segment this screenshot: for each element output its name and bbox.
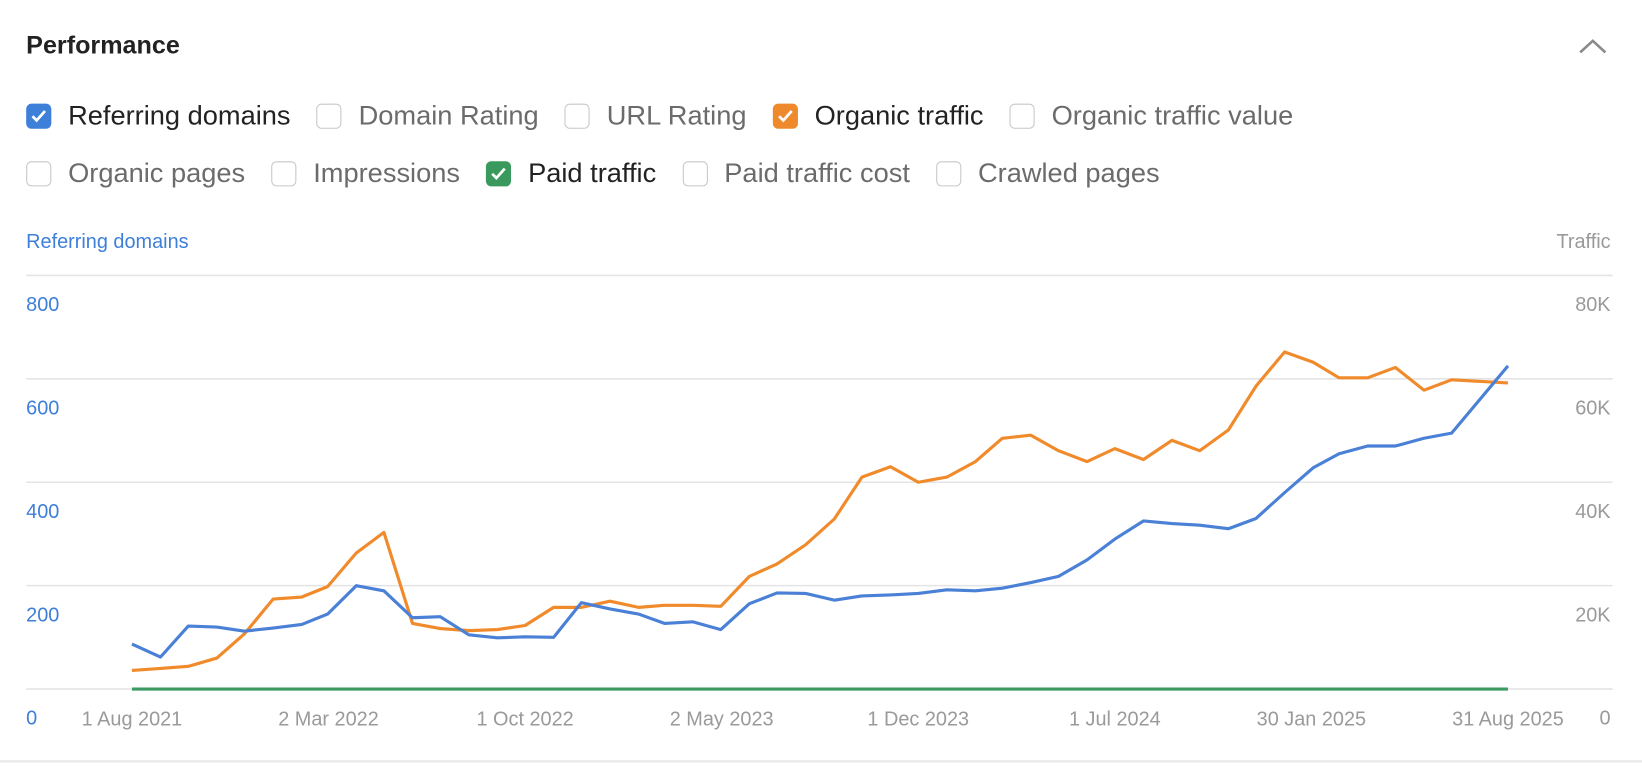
x-tick-label: 1 Dec 2023 xyxy=(867,709,969,731)
divider xyxy=(0,760,1642,763)
metric-toggle[interactable]: Organic traffic value xyxy=(1009,99,1294,131)
check-icon xyxy=(778,109,793,122)
metric-toggle[interactable]: URL Rating xyxy=(564,99,747,131)
metric-toggle[interactable]: Organic traffic xyxy=(772,99,984,131)
metric-toggle[interactable]: Organic pages xyxy=(26,157,245,189)
metric-label: Impressions xyxy=(313,157,460,189)
metric-label: Paid traffic xyxy=(528,157,657,189)
x-tick-label: 1 Aug 2021 xyxy=(82,709,183,731)
metric-toggle[interactable]: Referring domains xyxy=(26,99,291,131)
metric-toggle[interactable]: Domain Rating xyxy=(316,99,539,131)
checkbox[interactable] xyxy=(316,103,342,129)
y-tick-label: 0 xyxy=(26,708,37,730)
check-icon xyxy=(31,109,47,122)
x-tick-label: 1 Oct 2022 xyxy=(476,709,573,731)
metric-row: Organic pages Impressions Paid traffic Paid… xyxy=(26,157,1186,189)
metric-toggle[interactable]: Crawled pages xyxy=(936,157,1160,189)
x-tick-label: 2 Mar 2022 xyxy=(278,709,379,731)
checkbox[interactable] xyxy=(271,160,297,186)
metric-label: Crawled pages xyxy=(977,157,1160,189)
checkbox[interactable] xyxy=(564,103,591,129)
y-tick-label: 400 xyxy=(26,501,59,523)
metric-label: Organic pages xyxy=(68,157,246,189)
checkbox[interactable] xyxy=(682,160,708,186)
y-tick-label: 600 xyxy=(26,397,59,419)
y2-tick-label: 40K xyxy=(1575,501,1611,523)
checkbox[interactable] xyxy=(26,103,52,129)
checkbox[interactable] xyxy=(1009,103,1035,129)
metric-label: Organic traffic xyxy=(814,99,984,131)
metric-row: Referring domains Domain Rating URL Rating… xyxy=(26,99,1319,131)
y2-axis-title: Traffic xyxy=(1556,231,1610,253)
metric-toggle[interactable]: Paid traffic xyxy=(486,157,656,189)
x-tick-label: 31 Aug 2025 xyxy=(1452,709,1564,731)
checkbox[interactable] xyxy=(772,103,798,129)
y-axis-title: Referring domains xyxy=(26,231,188,253)
series-line xyxy=(131,364,1510,659)
check-icon xyxy=(491,167,507,180)
series-line xyxy=(131,350,1509,672)
x-tick-label: 1 Jul 2024 xyxy=(1069,709,1161,731)
y2-tick-label: 20K xyxy=(1575,604,1611,626)
metric-label: URL Rating xyxy=(606,99,747,131)
metric-toggle[interactable]: Impressions xyxy=(271,157,460,189)
y-tick-label: 200 xyxy=(26,604,59,626)
checkbox[interactable] xyxy=(486,160,512,186)
metric-label: Paid traffic cost xyxy=(724,157,910,189)
x-tick-label: 2 May 2023 xyxy=(670,709,774,731)
metric-toggle[interactable]: Paid traffic cost xyxy=(682,157,910,189)
panel-title: Performance xyxy=(26,31,180,60)
y-tick-label: 800 xyxy=(26,294,59,316)
metric-label: Organic traffic value xyxy=(1051,99,1294,131)
collapse-button[interactable] xyxy=(1577,36,1608,57)
y2-tick-label: 80K xyxy=(1575,294,1611,316)
x-tick-label: 30 Jan 2025 xyxy=(1257,709,1366,731)
metric-label: Referring domains xyxy=(68,99,291,131)
metric-label: Domain Rating xyxy=(358,99,539,131)
y2-tick-label: 60K xyxy=(1575,397,1611,419)
checkbox[interactable] xyxy=(26,160,52,186)
y2-tick-label: 0 xyxy=(1600,708,1611,730)
checkbox[interactable] xyxy=(936,160,962,186)
